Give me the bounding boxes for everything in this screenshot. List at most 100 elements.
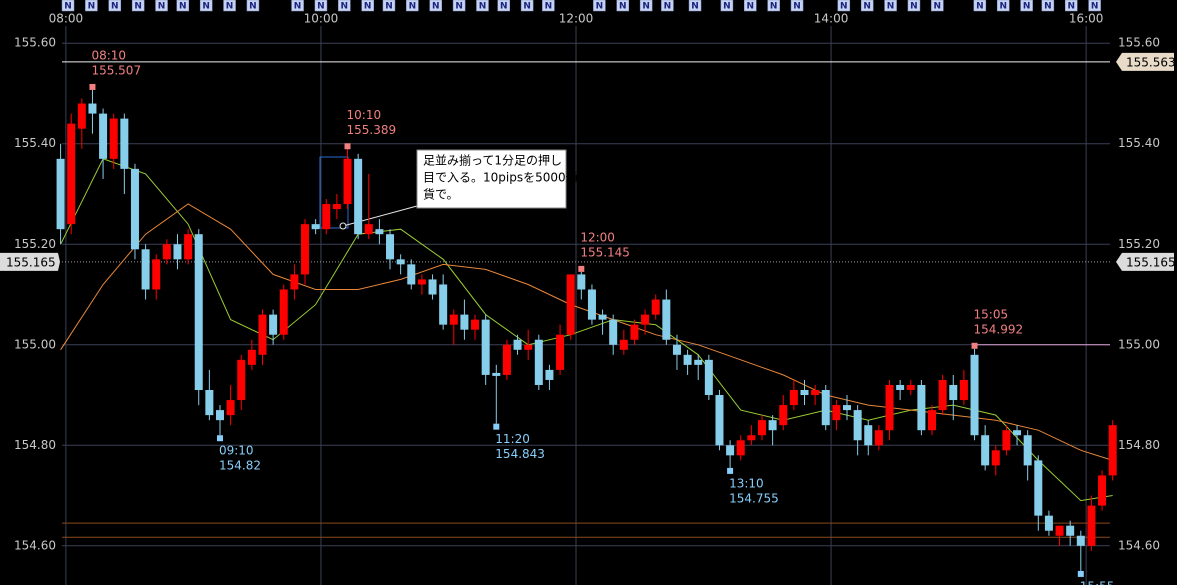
news-icon-label: N: [642, 2, 650, 12]
news-icon: [996, 0, 1010, 12]
level-tag: [1116, 52, 1174, 71]
news-icon-label: N: [455, 2, 463, 12]
news-icon-label: N: [341, 2, 349, 12]
extreme-marker: [344, 143, 351, 150]
news-icon: [199, 0, 213, 12]
callout-box: [416, 149, 567, 209]
extreme-time: 13:10: [729, 476, 764, 490]
news-icon-label: N: [385, 2, 393, 12]
level-tag: [0, 252, 60, 271]
news-icon: [907, 0, 921, 12]
news-icon: [860, 0, 874, 12]
news-icon: [720, 0, 734, 12]
candle-body: [99, 113, 108, 159]
news-icon-label: N: [596, 2, 604, 12]
candle-body: [619, 339, 628, 350]
candle-body: [811, 390, 820, 396]
y2-tick-label: 155.20: [1118, 237, 1160, 251]
level-tag-label: 155.563: [1126, 55, 1176, 69]
candle-body: [290, 274, 299, 290]
callout-anchor: [339, 222, 347, 230]
news-icon-label: N: [976, 2, 984, 12]
news-icon-label: N: [202, 2, 210, 12]
candle-body: [162, 244, 171, 260]
candle-body: [757, 420, 766, 436]
candle-body: [322, 204, 331, 230]
candle-body: [301, 224, 310, 275]
news-icon: [688, 0, 702, 12]
x-tick-label: 08:00: [49, 12, 84, 26]
candle-body: [88, 103, 97, 114]
news-icon-label: N: [179, 2, 187, 12]
news-icon: [661, 0, 674, 12]
news-icon: [429, 0, 442, 12]
candle-body: [1098, 475, 1107, 506]
candle-body: [736, 440, 745, 456]
candle-body: [77, 103, 86, 129]
candle-body: [215, 410, 224, 421]
y-tick-label: 155.20: [14, 237, 56, 251]
level-tag: [1116, 252, 1174, 271]
y-tick-label: 155.40: [14, 136, 56, 150]
candle-body: [779, 405, 788, 426]
news-icon: [338, 0, 351, 12]
candle-body: [843, 405, 852, 411]
extreme-time: 11:20: [495, 432, 530, 446]
candle-body: [917, 384, 926, 431]
y2-tick-label: 155.40: [1118, 136, 1160, 150]
news-icon-label: N: [294, 2, 302, 12]
candle-body: [152, 259, 161, 290]
news-icon-label: N: [545, 2, 553, 12]
candle-body: [375, 229, 384, 235]
candle-body: [609, 319, 618, 345]
news-icon: [931, 0, 944, 12]
candle-body: [237, 359, 246, 401]
news-icon-label: N: [619, 2, 627, 12]
news-icon-label: N: [1023, 2, 1031, 12]
candle-body: [173, 244, 182, 260]
news-icon: [973, 0, 987, 12]
news-icon-label: N: [158, 2, 166, 12]
candle-body: [938, 379, 947, 411]
news-icon: [744, 0, 757, 12]
news-icon: [497, 0, 510, 12]
candle-body: [683, 354, 692, 365]
news-icon-label: N: [88, 2, 96, 12]
news-icon-label: N: [770, 2, 778, 12]
extreme-value: 154.755: [729, 491, 779, 505]
y2-tick-label: 154.60: [1118, 538, 1160, 552]
extreme-marker: [216, 435, 223, 442]
candle-body: [789, 390, 798, 406]
candle-body: [311, 224, 320, 230]
news-icon-label: N: [249, 2, 257, 12]
x-tick-label: 10:00: [304, 12, 339, 26]
candle-body: [194, 234, 203, 390]
news-icon-label: N: [1091, 2, 1099, 12]
news-icon-label: N: [1044, 2, 1052, 12]
candle-body: [1013, 430, 1022, 436]
news-icon: [639, 0, 653, 12]
extreme-value: 154.992: [974, 322, 1024, 336]
news-icon-label: N: [317, 2, 325, 12]
candle-body: [747, 435, 756, 441]
news-icon-label: N: [134, 2, 142, 12]
news-icon: [616, 0, 630, 12]
news-icon-label: N: [364, 2, 372, 12]
news-icon: [593, 0, 606, 12]
candle-body: [279, 289, 288, 335]
news-icon: [1020, 0, 1033, 12]
candle-body: [577, 274, 586, 290]
news-icon: [382, 0, 396, 12]
extreme-marker: [1077, 570, 1084, 577]
x-tick-label: 16:00: [1069, 12, 1104, 26]
extreme-marker: [971, 342, 978, 349]
candle-body: [184, 234, 193, 260]
candle-body: [556, 334, 565, 370]
candle-body: [981, 435, 990, 466]
candle-body: [821, 390, 830, 426]
y2-tick-label: 154.80: [1118, 438, 1160, 452]
callout-text: 足並み揃って1分足の押し: [423, 153, 562, 168]
news-icon-label: N: [500, 2, 508, 12]
news-icon-label: N: [432, 2, 440, 12]
news-icon: [131, 0, 145, 12]
